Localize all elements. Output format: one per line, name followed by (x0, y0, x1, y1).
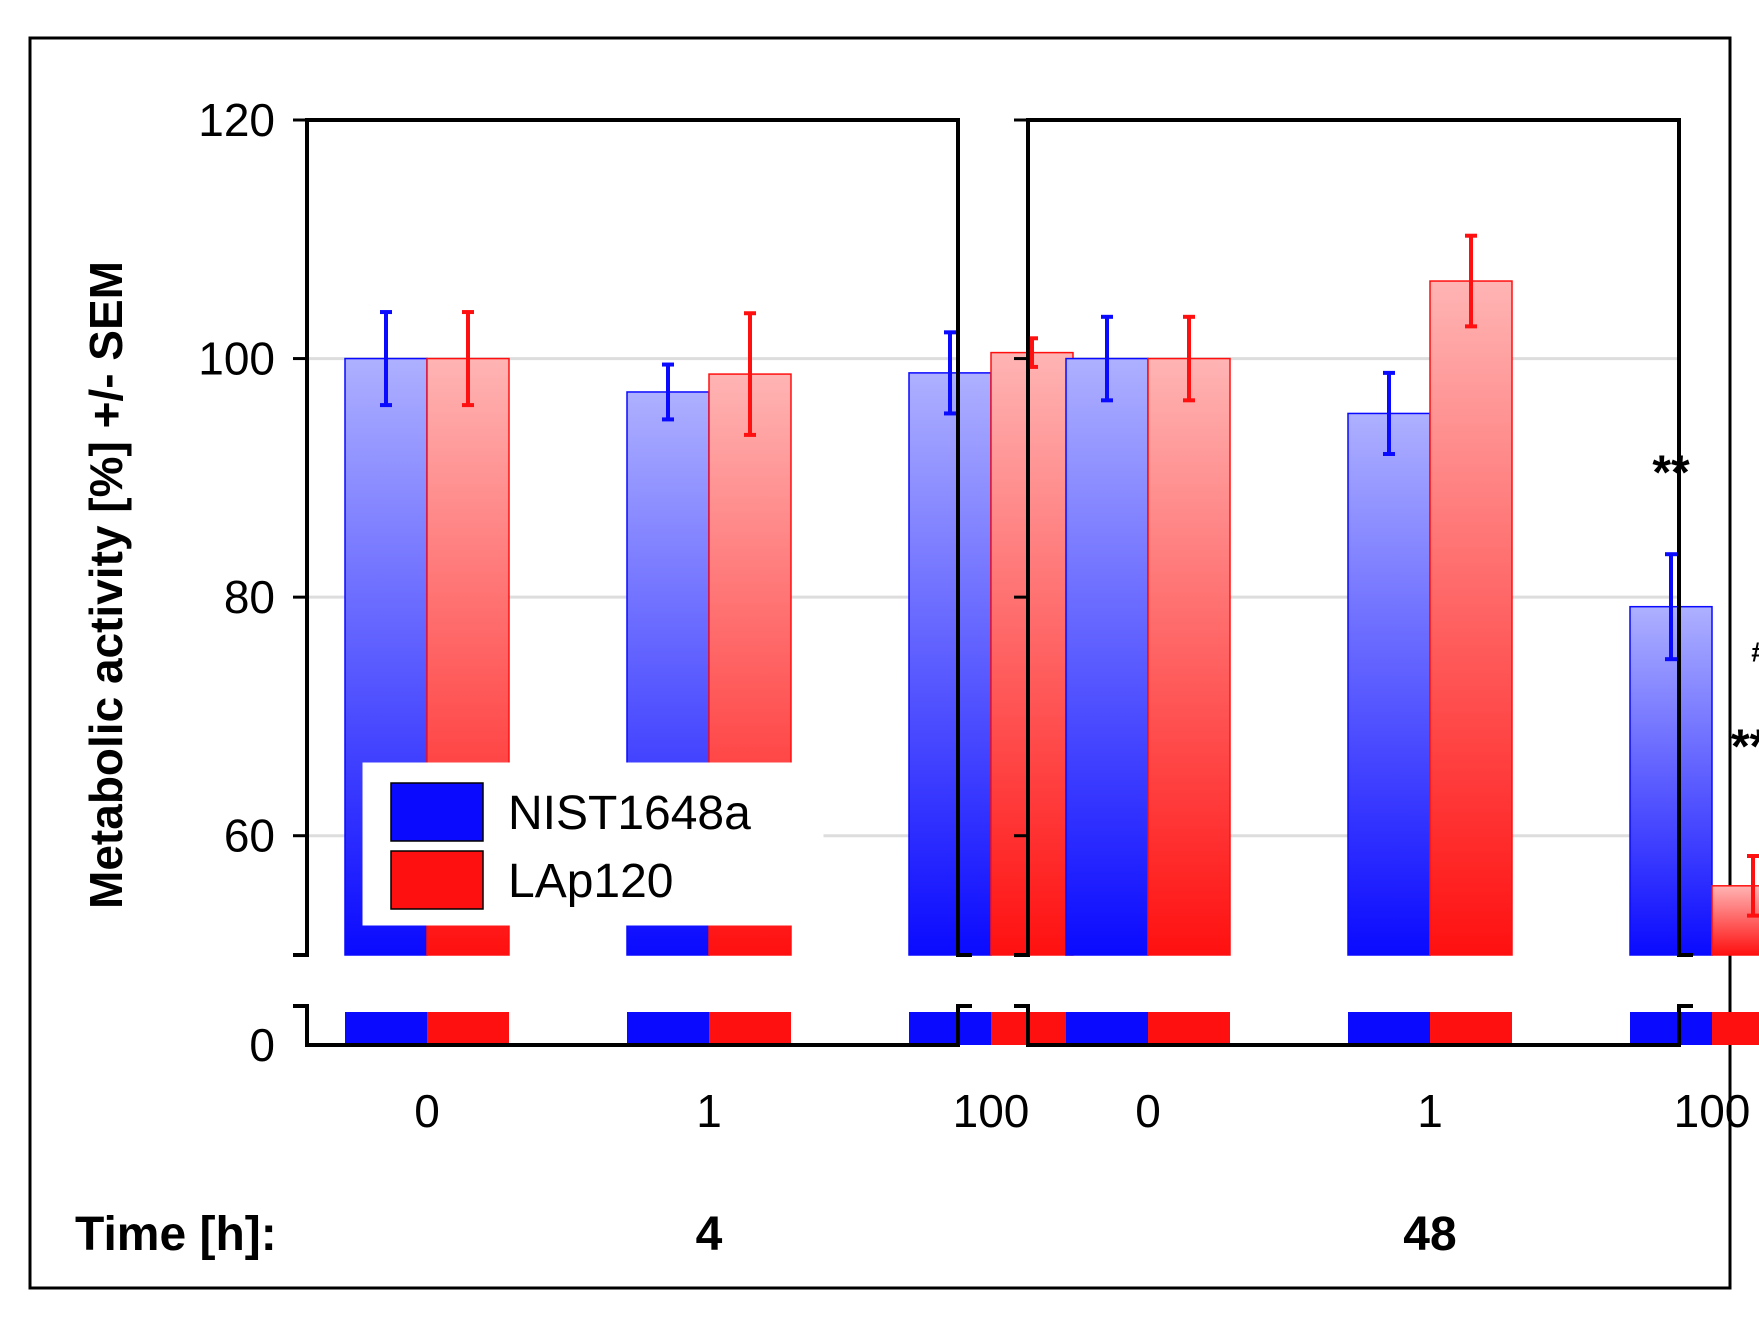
time-label: Time [h]: (75, 1208, 277, 1261)
significance-marker: *** (1731, 720, 1759, 773)
x-tick-label: 0 (414, 1085, 440, 1137)
legend-swatch-lap120 (390, 850, 484, 910)
bar-base-nist1648a (1348, 1012, 1430, 1045)
bar-nist1648a (1065, 357, 1149, 956)
x-tick-label: 0 (1135, 1085, 1161, 1137)
legend-label: NIST1648a (508, 787, 751, 840)
legend-label: LAp120 (508, 855, 674, 908)
significance-marker: ** (1652, 447, 1690, 500)
y-tick-label: 120 (198, 94, 275, 146)
legend-swatch-nist1648a (390, 782, 484, 842)
x-tick-label: 1 (696, 1085, 722, 1137)
panel-frame (1026, 118, 1681, 955)
bar-base-nist1648a (909, 1012, 991, 1045)
y-tick-label: 0 (249, 1019, 275, 1071)
significance-marker: # (1751, 636, 1759, 667)
bar-base-nist1648a (345, 1012, 427, 1045)
panel-frame (305, 118, 960, 955)
time-value: 4 (696, 1208, 723, 1261)
panel-frame-lower (305, 1006, 960, 1047)
x-tick-label: 100 (953, 1085, 1030, 1137)
bar-base-lap120 (1712, 1012, 1759, 1045)
bar-base-lap120 (427, 1012, 509, 1045)
bar-nist1648a (908, 372, 992, 956)
bar-base-lap120 (1148, 1012, 1230, 1045)
y-axis-title: Metabolic activity [%] +/- SEM (80, 261, 132, 909)
bar-lap120 (1429, 280, 1513, 956)
bar-base-lap120 (1430, 1012, 1512, 1045)
bar-base-nist1648a (627, 1012, 709, 1045)
x-tick-label: 1 (1417, 1085, 1443, 1137)
bar-base-lap120 (991, 1012, 1073, 1045)
bar-nist1648a (1629, 605, 1713, 956)
time-value: 48 (1403, 1208, 1456, 1261)
x-tick-label: 100 (1674, 1085, 1751, 1137)
bar-lap120 (990, 351, 1074, 956)
bar-base-nist1648a (1066, 1012, 1148, 1045)
bar-lap120 (1147, 357, 1231, 956)
panel-frame-lower (1026, 1006, 1681, 1047)
bar-base-nist1648a (1630, 1012, 1712, 1045)
y-tick-label: 100 (198, 333, 275, 385)
y-tick-label: 80 (224, 571, 275, 623)
bar-base-lap120 (709, 1012, 791, 1045)
y-tick-label: 60 (224, 810, 275, 862)
bar-nist1648a (1347, 412, 1431, 956)
